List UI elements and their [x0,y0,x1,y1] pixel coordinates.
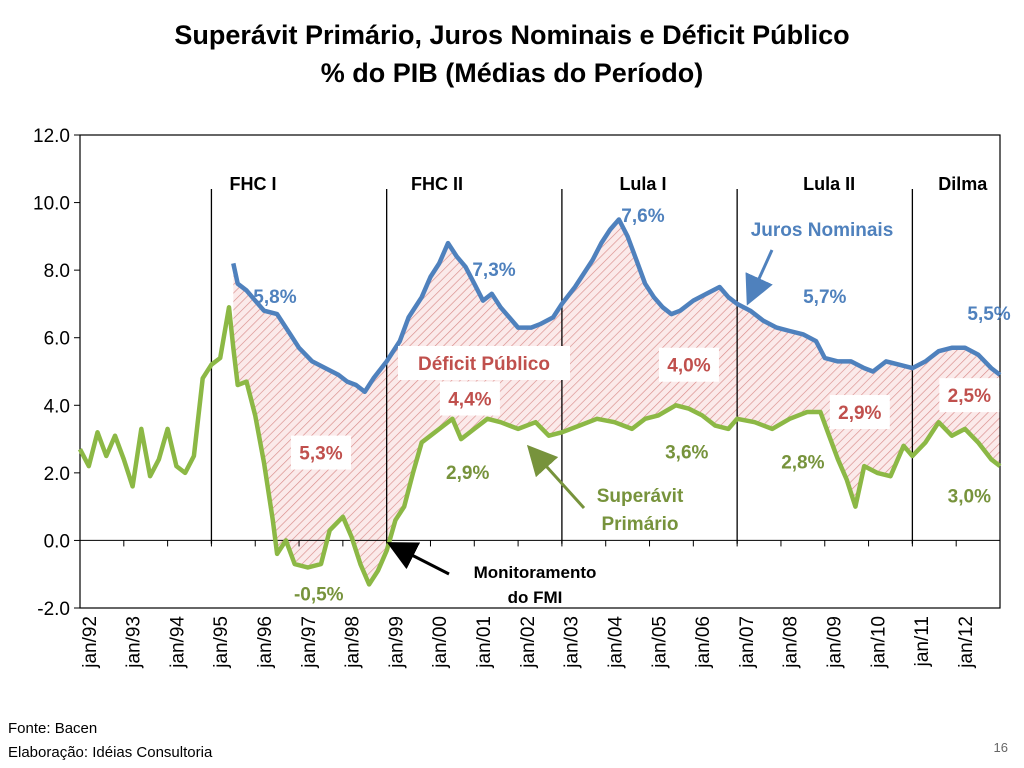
x-tick-label: jan/01 [474,616,495,669]
x-tick-label: jan/95 [211,616,232,669]
legend-superavit-line2: Primário [601,514,678,535]
x-tick-label: jan/09 [825,616,846,669]
series-line-superavit [78,305,1002,587]
juros-arrow [745,249,774,306]
x-tick-label: jan/06 [693,616,714,669]
y-tick-label: 4.0 [44,396,70,417]
y-tick-label: 10.0 [33,194,70,215]
deficit-label-box [829,395,890,430]
x-tick-label: jan/00 [430,616,451,669]
data-label-deficit: 2,5% [948,386,991,407]
period-label: FHC II [411,174,463,194]
x-tick-label: jan/96 [255,616,276,669]
data-label-superavit: 2,9% [446,463,489,484]
period-label: Dilma [938,174,988,194]
y-tick-label: 12.0 [33,126,70,147]
data-label-superavit: 2,8% [781,453,824,474]
data-label-juros: 7,6% [621,206,664,227]
data-label-juros: 5,8% [253,287,296,308]
x-tick-label: jan/08 [781,616,802,669]
fmi-arrow [386,542,450,576]
deficit-title: Déficit Público [418,354,550,375]
data-label-juros: 7,3% [472,260,515,281]
legend-juros: Juros Nominais [751,220,894,241]
y-tick-label: 8.0 [44,261,70,282]
period-label: Lula II [803,174,855,194]
x-tick-label: jan/92 [80,616,101,669]
x-tick-label: jan/94 [167,616,188,669]
data-label-deficit: 2,9% [838,403,881,424]
x-tick-label: jan/04 [605,616,626,669]
period-label: FHC I [230,174,277,194]
data-label-juros: 5,7% [803,287,846,308]
period-label: Lula I [619,174,666,194]
y-tick-label: 2.0 [44,464,70,485]
data-label-deficit: 4,0% [667,356,710,377]
x-tick-label: jan/12 [956,616,977,669]
data-label-deficit: 5,3% [299,444,342,465]
deficit-label-box [939,378,1000,413]
x-tick-label: jan/07 [737,616,758,669]
y-tick-label: -2.0 [37,599,70,620]
data-label-superavit: -0,5% [294,584,344,605]
chart-title: Superávit Primário, Juros Nominais e Déf… [174,20,850,50]
page-number: 16 [993,740,1008,755]
x-tick-label: jan/03 [562,616,583,669]
deficit-label-box [658,347,719,382]
series-line-juros [231,217,1002,395]
x-tick-label: jan/93 [124,616,145,669]
data-label-superavit: 3,6% [665,443,708,464]
y-tick-label: 6.0 [44,329,70,350]
deficit-area [233,219,1001,585]
x-tick-label: jan/05 [649,616,670,669]
x-tick-label: jan/02 [518,616,539,669]
deficit-label-box [439,381,500,416]
legend-superavit-line1: Superávit [597,486,684,507]
data-label-deficit: 4,4% [448,390,491,411]
deficit-label-box [290,435,351,470]
data-label-superavit: 3,0% [948,487,991,508]
chart-subtitle: % do PIB (Médias do Período) [320,58,704,88]
x-tick-label: jan/98 [343,616,364,669]
footer-author: Elaboração: Idéias Consultoria [8,744,213,761]
superavit-arrow [526,444,586,510]
footer-source: Fonte: Bacen [8,720,98,737]
fmi-label-line2: do FMI [508,588,563,607]
deficit-title-box [398,346,570,380]
x-tick-label: jan/99 [386,616,407,669]
plot-frame [79,134,1001,609]
x-tick-label: jan/11 [912,616,933,667]
y-tick-label: 0.0 [44,531,70,552]
x-tick-label: jan/97 [299,616,320,669]
data-label-juros: 5,5% [967,304,1010,325]
fmi-label-line1: Monitoramento [474,563,597,582]
x-tick-label: jan/10 [868,616,889,669]
